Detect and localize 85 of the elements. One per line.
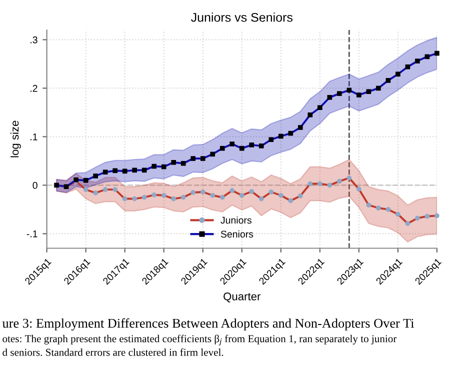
point (278, 134, 284, 139)
point (83, 187, 88, 192)
point (239, 146, 244, 151)
point (308, 181, 313, 186)
point (122, 196, 128, 202)
point (93, 174, 98, 178)
point (249, 189, 254, 194)
point (230, 188, 235, 193)
text: otes: The graph present the estimated coefficients β$_{j}$ from Equation 1, ran separately to junior (2, 334, 397, 346)
point (249, 142, 254, 148)
x-axis-title: Quarter (224, 292, 261, 302)
point (288, 130, 294, 136)
legend-label: Seniors (220, 230, 254, 238)
point (288, 198, 294, 204)
point (308, 112, 313, 118)
point (83, 178, 88, 183)
point (415, 58, 420, 64)
point (93, 190, 98, 196)
point (152, 192, 156, 198)
point (318, 105, 322, 110)
y-tick-label: .2 (30, 84, 38, 92)
point (386, 207, 391, 212)
point (434, 213, 440, 218)
point (337, 178, 342, 184)
point (161, 192, 166, 198)
point (258, 144, 264, 148)
y-tick-label: -.1 (26, 230, 38, 238)
point (190, 190, 196, 195)
point (171, 160, 176, 165)
point (346, 88, 352, 93)
point (142, 194, 147, 200)
point (376, 206, 381, 210)
chart-title: Juniors vs Seniors (191, 12, 292, 22)
point (298, 125, 303, 130)
legend-label: Juniors (220, 216, 252, 224)
point (180, 194, 186, 200)
point (405, 221, 410, 226)
point (132, 196, 137, 202)
text: ure 3: Employment Differences Between Adopters and Non-Adopters Over Ti (2, 318, 414, 330)
point (346, 176, 352, 180)
point (210, 152, 216, 157)
point (190, 156, 196, 161)
point (239, 192, 244, 198)
point (268, 137, 274, 142)
point (122, 168, 128, 174)
point (356, 186, 362, 192)
point (396, 72, 400, 77)
point (278, 192, 284, 198)
point (424, 214, 430, 219)
point (327, 182, 332, 188)
point (200, 190, 206, 194)
point (112, 187, 118, 192)
point (386, 78, 391, 83)
point (268, 190, 274, 194)
point (102, 170, 108, 175)
point (366, 89, 372, 94)
point (327, 95, 332, 100)
point (405, 64, 410, 70)
point (376, 86, 381, 91)
point (366, 202, 372, 208)
point (220, 146, 225, 151)
point (152, 164, 156, 169)
point (180, 160, 186, 166)
y-tick-label: .1 (30, 134, 38, 140)
point (298, 193, 303, 198)
point (356, 92, 362, 98)
point (434, 50, 440, 56)
y-axis-title: log size (10, 120, 21, 158)
y-tick-label: .3 (30, 36, 38, 44)
point (132, 168, 137, 173)
point (210, 192, 216, 198)
point (318, 181, 322, 186)
point (258, 196, 264, 202)
point (230, 142, 235, 146)
y-tick-label: 0 (32, 182, 38, 189)
point (102, 187, 108, 192)
text: d seniors. Standard errors are clustered in firm level. (2, 348, 224, 356)
point (415, 216, 420, 221)
point (200, 156, 206, 161)
point (396, 212, 400, 217)
point (171, 196, 176, 202)
point (112, 168, 118, 174)
point (337, 91, 342, 96)
point (161, 164, 166, 170)
point (220, 194, 225, 200)
